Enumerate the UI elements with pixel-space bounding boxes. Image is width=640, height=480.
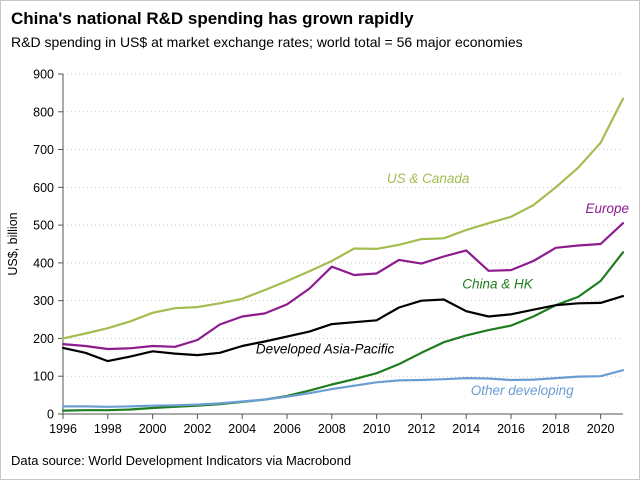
y-tick-label: 400	[33, 256, 54, 270]
y-axis-label: US$, billion	[6, 212, 20, 275]
x-tick-label: 2006	[273, 422, 301, 436]
x-tick-label: 1996	[49, 422, 77, 436]
series-label-europe: Europe	[586, 201, 630, 216]
y-tick-label: 500	[33, 219, 54, 233]
x-tick-label: 1998	[94, 422, 122, 436]
series-label-other-developing: Other developing	[471, 383, 574, 398]
y-tick-label: 600	[33, 181, 54, 195]
x-tick-label: 2014	[452, 422, 480, 436]
series-line-developed-asia-pacific	[61, 295, 625, 363]
y-tick-label: 0	[47, 408, 54, 422]
series-line-us-canada	[61, 97, 625, 340]
series-label-us-canada: US & Canada	[387, 171, 470, 186]
x-tick-label: 2020	[587, 422, 615, 436]
x-tick-label: 2016	[497, 422, 525, 436]
x-tick-label: 2000	[139, 422, 167, 436]
chart-title: China's national R&D spending has grown …	[11, 9, 414, 28]
x-tick-label: 2004	[228, 422, 256, 436]
y-tick-label: 300	[33, 294, 54, 308]
series-line-europe	[61, 222, 625, 351]
x-tick-label: 2010	[363, 422, 391, 436]
x-tick-label: 2008	[318, 422, 346, 436]
x-tick-label: 2018	[542, 422, 570, 436]
y-tick-label: 700	[33, 143, 54, 157]
series-label-developed-asia-pacific: Developed Asia-Pacific	[256, 342, 395, 357]
series-line-china-hk	[61, 251, 625, 412]
y-tick-label: 100	[33, 370, 54, 384]
data-source-note: Data source: World Development Indicator…	[11, 453, 352, 468]
y-tick-label: 900	[33, 68, 54, 82]
y-tick-label: 200	[33, 332, 54, 346]
x-tick-label: 2012	[407, 422, 435, 436]
y-tick-label: 800	[33, 105, 54, 119]
chart-subtitle: R&D spending in US$ at market exchange r…	[11, 34, 523, 50]
series-line-other-developing	[61, 369, 625, 408]
chart-svg: 0 100 200 300 400 500 600 700 800 900 1996 1998 2000…	[6, 68, 630, 437]
x-tick-label: 2002	[183, 422, 211, 436]
series-label-china-hk: China & HK	[462, 277, 534, 292]
